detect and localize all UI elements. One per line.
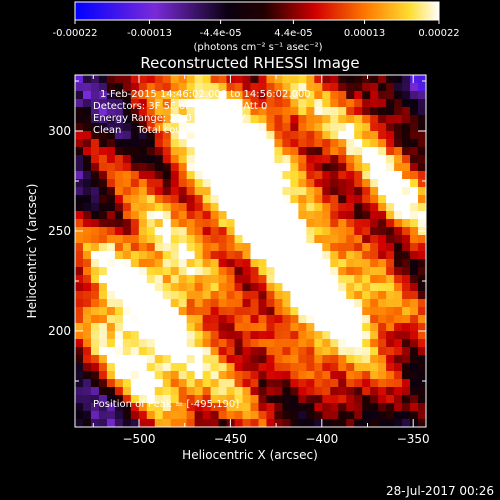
- peak-position-label: Position of Peak = [-495,190]: [93, 399, 239, 410]
- colorbar-tick-label: 0.00022: [418, 28, 459, 39]
- heatmap-image: [75, 75, 426, 427]
- annotation-detectors: Detectors: 3F 5F 6F 7F 8F 9F, Att 0: [93, 101, 267, 112]
- x-axis-label: Heliocentric X (arcsec): [182, 448, 318, 462]
- y-tick-label: 250: [48, 224, 71, 238]
- annotation-block: 1-Feb-2015 14:46:02.000 to 14:56:02.000 …: [93, 89, 311, 136]
- y-axis-label: Heliocentric Y (arcsec): [25, 184, 39, 319]
- x-tick-label: −400: [305, 432, 338, 446]
- colorbar-ticks: -0.00022 -0.00013 -4.4e-05 4.4e-05 0.00013 0.…: [53, 20, 460, 39]
- colorbar-tick-label: 4.4e-05: [274, 28, 312, 39]
- x-tick-label: −450: [214, 432, 247, 446]
- colorbar-unit-label: (photons cm⁻² s⁻¹ asec⁻²): [193, 42, 322, 53]
- footer-date: 28-Jul-2017 00:26: [386, 484, 494, 498]
- x-tick-label: −350: [397, 432, 430, 446]
- annotation-time-range: 1-Feb-2015 14:46:02.000 to 14:56:02.000: [100, 89, 311, 100]
- x-tick-label: −500: [123, 432, 156, 446]
- y-tick-label: 200: [48, 324, 71, 338]
- colorbar-tick-label: -4.4e-05: [200, 28, 242, 39]
- colorbar: -0.00022 -0.00013 -4.4e-05 4.4e-05 0.00013 0.…: [53, 1, 460, 53]
- colorbar-tick-label: -0.00022: [53, 28, 98, 39]
- colorbar-tick-label: -0.00013: [127, 28, 172, 39]
- y-tick-label: 300: [48, 124, 71, 138]
- plot-area: −500 −450 −400 −350 200 250 300: [48, 74, 430, 446]
- colorbar-gradient: [74, 1, 440, 21]
- colorbar-tick-label: 0.00013: [344, 28, 385, 39]
- plot-frame: [74, 74, 427, 428]
- annotation-energy-range: Energy Range: 25.0 - 50.0 keV: [93, 113, 246, 124]
- axis-ticks: −500 −450 −400 −350 200 250 300: [48, 75, 430, 446]
- chart-title: Reconstructed RHESSI Image: [140, 54, 359, 72]
- annotation-clean-counts: Clean Total counts: 1.15E+04: [93, 125, 253, 136]
